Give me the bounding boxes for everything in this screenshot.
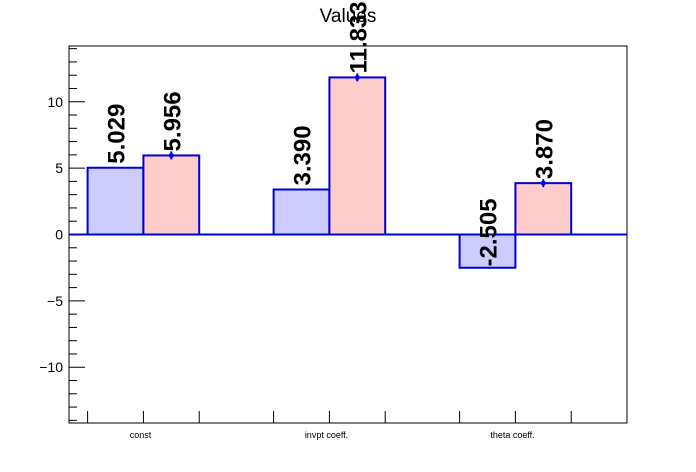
category-label: theta coeff.	[490, 430, 534, 440]
bar	[514, 182, 573, 236]
data-label: 11.833	[345, 1, 372, 73]
bar	[142, 154, 201, 236]
chart-title: Values	[320, 6, 377, 27]
data-label: 3.870	[531, 119, 558, 179]
error-bar-marker	[541, 181, 546, 186]
error-bar-marker	[169, 153, 174, 158]
data-label: 5.029	[104, 104, 131, 164]
data-label: -2.505	[476, 198, 503, 266]
data-label: 3.390	[290, 125, 317, 185]
y-tick-label: 0	[55, 227, 63, 243]
bar	[328, 76, 387, 236]
y-tick-label: −10	[39, 359, 63, 375]
bar	[272, 188, 331, 236]
y-tick-label: 10	[47, 94, 63, 110]
data-label: 5.956	[159, 91, 186, 151]
error-bar-marker	[355, 75, 360, 80]
bar	[86, 166, 145, 236]
y-tick-label: 5	[55, 160, 63, 176]
bar	[458, 233, 517, 269]
category-label: const	[130, 430, 152, 440]
y-tick-label: −5	[47, 293, 63, 309]
category-label: invpt coeff.	[305, 430, 348, 440]
